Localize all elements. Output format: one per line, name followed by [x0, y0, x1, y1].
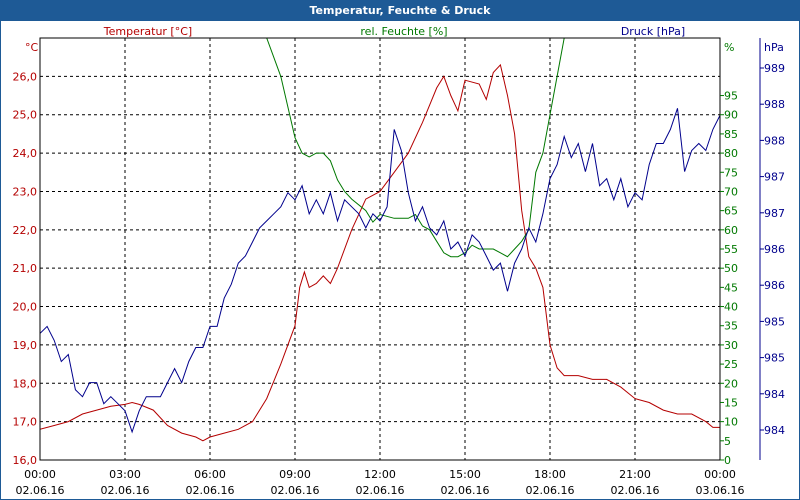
humidity-tick-label: 80 — [724, 147, 738, 160]
humidity-tick-label: 40 — [724, 301, 738, 314]
pressure-tick-label: 984 — [764, 424, 785, 437]
temperature-tick-label: 19,0 — [13, 339, 38, 352]
pressure-unit-label: hPa — [764, 41, 784, 54]
humidity-tick-label: 70 — [724, 185, 738, 198]
temperature-unit-label: °C — [25, 41, 39, 54]
temperature-tick-label: 24,0 — [13, 147, 38, 160]
x-tick-date: 02.06.16 — [611, 484, 660, 497]
grid-lines — [40, 38, 720, 460]
temperature-tick-label: 18,0 — [13, 377, 38, 390]
temperature-tick-label: 26,0 — [13, 70, 38, 83]
x-tick-date: 02.06.16 — [271, 484, 320, 497]
x-tick-date: 02.06.16 — [356, 484, 405, 497]
pressure-tick-label: 986 — [764, 279, 785, 292]
humidity-tick-label: 15 — [724, 396, 738, 409]
x-tick-date: 02.06.16 — [441, 484, 490, 497]
pressure-tick-label: 984 — [764, 388, 785, 401]
x-tick-time: 00:00 — [24, 468, 56, 481]
pressure-tick-label: 987 — [764, 171, 785, 184]
humidity-tick-label: 90 — [724, 109, 738, 122]
humidity-tick-label: 0 — [724, 454, 731, 467]
humidity-axis-label: rel. Feuchte [%] — [360, 25, 447, 38]
humidity-tick-label: 20 — [724, 377, 738, 390]
x-tick-date: 02.06.16 — [101, 484, 150, 497]
humidity-unit-label: % — [724, 41, 734, 54]
humidity-tick-label: 60 — [724, 224, 738, 237]
humidity-tick-label: 35 — [724, 320, 738, 333]
humidity-tick-label: 25 — [724, 358, 738, 371]
pressure-tick-label: 986 — [764, 243, 785, 256]
title-bar: Temperatur, Feuchte & Druck — [1, 1, 799, 21]
temperature-tick-label: 22,0 — [13, 224, 38, 237]
temperature-tick-label: 17,0 — [13, 416, 38, 429]
x-tick-date: 02.06.16 — [16, 484, 65, 497]
axis-labels: °C Temperatur [°C] rel. Feuchte [%] % Dr… — [25, 25, 784, 54]
temperature-tick-label: 23,0 — [13, 185, 38, 198]
pressure-series-line — [40, 108, 720, 434]
series-lines — [40, 38, 720, 442]
x-tick-time: 12:00 — [364, 468, 396, 481]
chart-title: Temperatur, Feuchte & Druck — [309, 4, 491, 17]
humidity-tick-label: 55 — [724, 243, 738, 256]
pressure-axis-label: Druck [hPa] — [621, 25, 685, 38]
humidity-tick-label: 45 — [724, 281, 738, 294]
x-tick-date: 02.06.16 — [186, 484, 235, 497]
humidity-tick-label: 50 — [724, 262, 738, 275]
humidity-series-line — [266, 38, 565, 258]
x-tick-date: 02.06.16 — [526, 484, 575, 497]
humidity-tick-label: 5 — [724, 435, 731, 448]
humidity-tick-label: 30 — [724, 339, 738, 352]
x-tick-time: 03:00 — [109, 468, 141, 481]
humidity-tick-label: 65 — [724, 205, 738, 218]
x-tick-time: 00:00 — [704, 468, 736, 481]
temperature-axis-label: Temperatur [°C] — [103, 25, 192, 38]
x-tick-time: 18:00 — [534, 468, 566, 481]
humidity-tick-label: 10 — [724, 416, 738, 429]
pressure-tick-label: 985 — [764, 315, 785, 328]
x-tick-time: 21:00 — [619, 468, 651, 481]
pressure-tick-label: 987 — [764, 207, 785, 220]
temperature-tick-label: 20,0 — [13, 301, 38, 314]
axis-ticks: 00:00 02.06.16 03:00 02.06.16 06:00 02.06.16 0… — [13, 38, 785, 497]
humidity-tick-label: 75 — [724, 166, 738, 179]
temperature-tick-label: 25,0 — [13, 109, 38, 122]
x-tick-date: 03.06.16 — [696, 484, 745, 497]
x-tick-time: 09:00 — [279, 468, 311, 481]
temperature-series-line — [40, 63, 720, 442]
pressure-tick-label: 988 — [764, 98, 785, 111]
humidity-tick-label: 85 — [724, 128, 738, 141]
pressure-tick-label: 988 — [764, 134, 785, 147]
humidity-tick-label: 95 — [724, 90, 738, 103]
temperature-tick-label: 21,0 — [13, 262, 38, 275]
temperature-tick-label: 16,0 — [13, 454, 38, 467]
pressure-tick-label: 989 — [764, 62, 785, 75]
pressure-tick-label: 985 — [764, 352, 785, 365]
x-tick-time: 15:00 — [449, 468, 481, 481]
x-tick-time: 06:00 — [194, 468, 226, 481]
